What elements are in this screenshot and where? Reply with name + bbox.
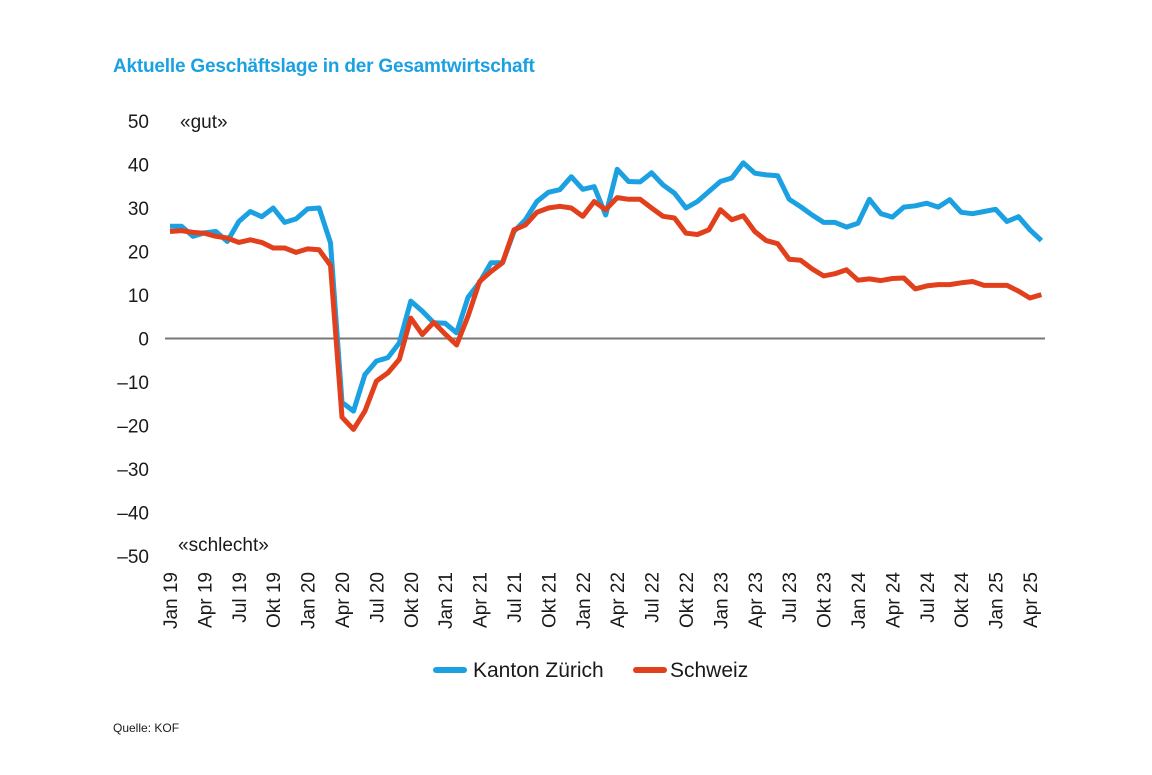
- y-tick-label: 10: [128, 286, 149, 307]
- x-tick-label: Okt 21: [539, 572, 560, 628]
- x-tick-label: Okt 22: [677, 572, 698, 628]
- x-tick-label: Jul 21: [505, 572, 526, 623]
- x-tick-label: Apr 23: [746, 572, 767, 628]
- x-tick-label: Jan 19: [161, 572, 182, 629]
- y-tick-label: –20: [117, 417, 149, 438]
- legend-label-kanton-zuerich: Kanton Zürich: [473, 659, 604, 682]
- x-tick-label: Apr 24: [883, 572, 904, 628]
- series-lines: [169, 160, 1044, 432]
- source-note: Quelle: KOF: [113, 721, 180, 735]
- x-tick-label: Apr 21: [471, 572, 492, 628]
- y-tick-label: –30: [117, 460, 149, 481]
- x-tick-label: Okt 20: [402, 572, 423, 628]
- series-line-kanton-zuerich: [170, 160, 1044, 414]
- x-tick-label: Jan 25: [987, 572, 1008, 629]
- y-tick-label: –40: [117, 504, 149, 525]
- x-tick-label: Jan 21: [436, 572, 457, 629]
- x-tick-label: Jul 24: [918, 572, 939, 623]
- x-tick-label: Jul 22: [643, 572, 664, 623]
- chart-title: Aktuelle Geschäftslage in der Gesamtwirt…: [113, 56, 535, 77]
- x-tick-label: Okt 24: [952, 572, 973, 628]
- y-tick-label: 20: [128, 243, 149, 264]
- series-line-schweiz: [169, 195, 1043, 432]
- x-tick-label: Jan 22: [574, 572, 595, 629]
- x-tick-label: Apr 25: [1021, 572, 1042, 628]
- x-tick-label: Jan 23: [711, 572, 732, 629]
- annotation-gut: «gut»: [180, 112, 228, 133]
- y-tick-label: 30: [128, 199, 149, 220]
- y-tick-label: 40: [128, 156, 149, 177]
- x-tick-label: Jul 23: [780, 572, 801, 623]
- x-tick-label: Apr 19: [195, 572, 216, 628]
- legend-label-schweiz: Schweiz: [670, 659, 748, 682]
- legend: Kanton Zürich Schweiz: [433, 659, 748, 682]
- x-tick-label: Jan 20: [299, 572, 320, 629]
- x-tick-label: Apr 20: [333, 572, 354, 628]
- x-axis-ticks: Jan 19 Apr 19 Jul 19 Okt 19 Jan 20 Apr 20 Jul …: [161, 572, 1042, 629]
- y-tick-label: 0: [138, 330, 149, 351]
- x-tick-label: Okt 23: [815, 572, 836, 628]
- y-tick-label: –50: [117, 547, 149, 568]
- x-tick-label: Okt 19: [264, 572, 285, 628]
- annotation-schlecht: «schlecht»: [178, 535, 269, 556]
- x-tick-label: Apr 22: [608, 572, 629, 628]
- x-tick-label: Jul 19: [230, 572, 251, 623]
- x-tick-label: Jan 24: [849, 572, 870, 629]
- x-tick-label: Jul 20: [367, 572, 388, 623]
- y-axis-ticks: 50 40 30 20 10 0 –10 –20 –30 –40 –50: [117, 112, 149, 568]
- y-tick-label: –10: [117, 373, 149, 394]
- y-tick-label: 50: [128, 112, 149, 133]
